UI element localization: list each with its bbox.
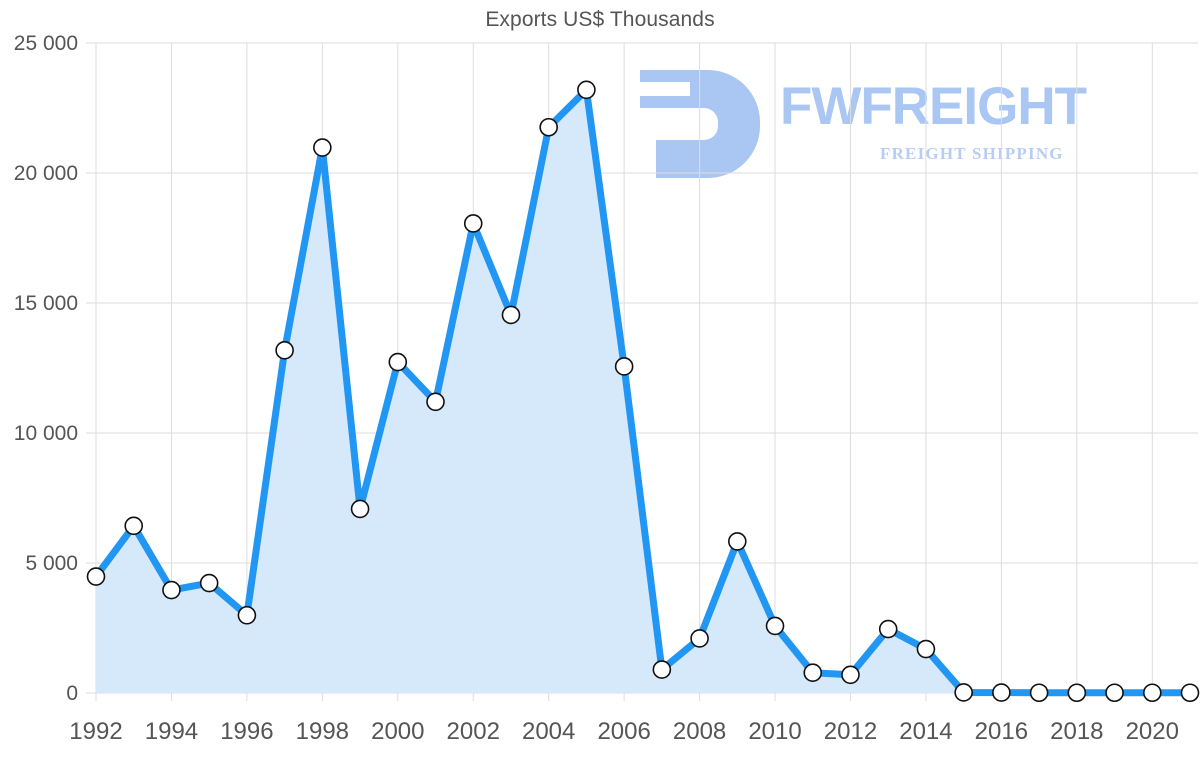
x-axis-tick-label: 2014 [899,718,952,745]
data-point-marker [388,352,408,372]
x-axis-tick-label: 1996 [220,718,273,745]
x-axis-tick-label: 2002 [447,718,500,745]
x-axis-labels: 1992 1994 1996 1998 2000 2002 2004 2006 2008 2010… [69,718,1179,745]
x-axis-tick-label: 2010 [748,718,801,745]
data-point-marker [652,660,672,679]
chart-title: Exports US$ Thousands [485,8,715,31]
data-point-marker [690,629,709,648]
x-axis-tick-label: 2012 [824,718,877,745]
data-point-marker [878,619,898,639]
data-point-marker [614,357,634,376]
y-axis-labels: 0 5 000 10 000 15 000 20 000 25 000 [14,32,96,705]
data-point-marker [577,80,596,100]
data-point-marker [313,138,332,157]
data-point-marker [162,580,181,600]
data-point-marker [916,639,936,659]
data-point-marker [1180,683,1200,703]
x-axis-tick-label: 2000 [371,718,424,745]
x-axis-tick-label: 2006 [597,718,650,745]
data-point-marker [1029,683,1049,703]
y-axis-tick-label: 5 000 [25,552,78,575]
x-axis-tick-label: 2008 [673,718,726,745]
data-point-marker [463,214,483,233]
area-fill [96,89,1190,694]
x-axis-tick-label: 2004 [522,718,575,745]
area-path [96,89,1190,694]
data-point-marker [199,573,219,593]
data-point-marker [275,341,294,360]
y-axis-tick-label: 20 000 [14,162,78,185]
data-point-marker [426,392,445,412]
data-point-marker [841,665,860,685]
data-point-marker [765,616,785,636]
data-point-marker [237,605,257,625]
data-point-marker [539,117,558,137]
data-point-marker [124,516,144,536]
x-axis-tick-label: 1998 [296,718,349,745]
data-point-marker [1067,683,1087,703]
data-point-marker [1105,683,1124,703]
data-point-marker [992,683,1011,702]
data-point-marker [954,683,973,702]
data-point-marker [350,499,370,519]
data-point-marker [501,305,521,325]
data-point-marker [86,567,106,586]
data-point-marker [1142,683,1162,703]
y-axis-tick-label: 10 000 [14,422,78,445]
x-axis-tick-label: 1992 [69,718,122,745]
x-axis-tick-label: 1994 [145,718,198,745]
data-markers [86,80,1200,703]
data-point-marker [803,663,823,683]
y-axis-tick-label: 25 000 [14,32,78,55]
y-axis-tick-label: 0 [66,682,78,705]
x-axis-tick-label: 2018 [1050,718,1103,745]
x-axis-tick-label: 2020 [1126,718,1179,745]
y-axis-tick-label: 15 000 [14,292,78,315]
x-axis-tick-label: 2016 [975,718,1028,745]
data-point-marker [728,532,747,551]
